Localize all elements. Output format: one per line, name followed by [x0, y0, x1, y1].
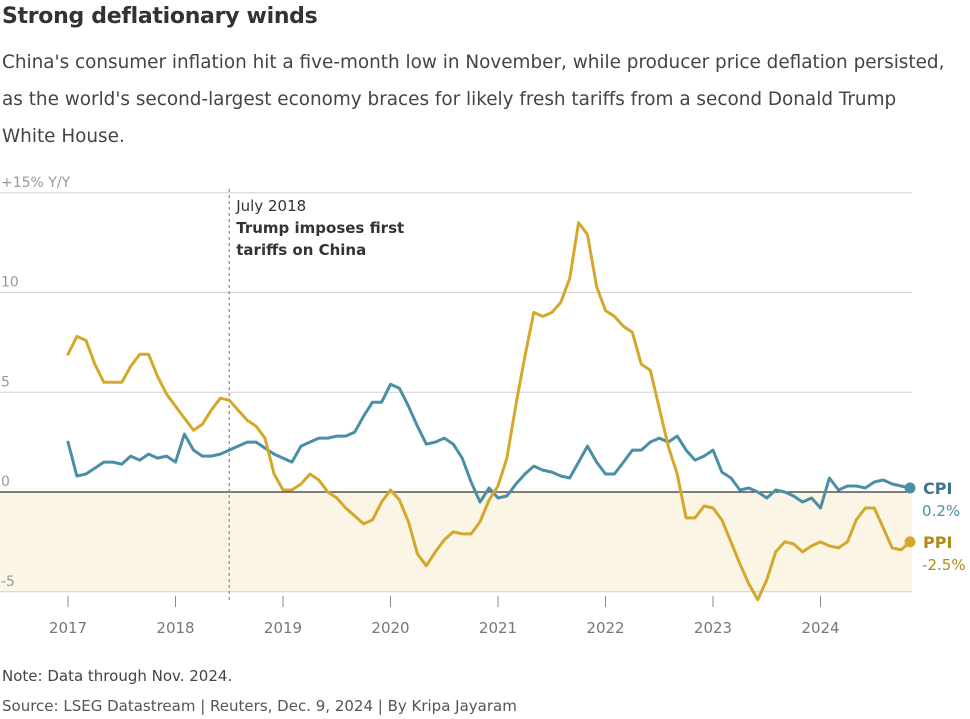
chart-subtitle: China's consumer inflation hit a five-mo…	[2, 52, 945, 147]
x-tick-label: 2024	[801, 619, 839, 637]
x-tick-label: 2018	[156, 619, 194, 637]
y-tick-label: 10	[1, 275, 19, 291]
annotation-line-1: Trump imposes first	[236, 219, 404, 237]
series-value-label-ppi: -2.5%	[922, 556, 966, 574]
series-end-labels: CPI 0.2% PPI -2.5%	[904, 479, 966, 574]
series-line-cpi	[66, 382, 912, 510]
x-axis-ticks: 2017 2018 2019 2020 2021 2022 2023 2024	[49, 596, 840, 637]
x-tick-label: 2019	[264, 619, 302, 637]
y-tick-label: +15% Y/Y	[1, 175, 71, 191]
negative-band-layer	[0, 492, 912, 592]
annotation-date: July 2018	[235, 197, 306, 215]
x-tick-label: 2023	[694, 619, 732, 637]
chart-note: Note: Data through Nov. 2024.	[2, 667, 233, 685]
y-tick-label: -5	[1, 574, 15, 590]
x-tick-label: 2017	[49, 619, 87, 637]
series-name-label-ppi: PPI	[923, 533, 952, 552]
y-tick-label: 0	[1, 474, 10, 490]
y-axis-ticks: +15% Y/Y 10 5 0 -5	[1, 175, 71, 590]
y-tick-label: 5	[1, 374, 10, 390]
annotation-line-2: tariffs on China	[236, 241, 366, 259]
series-end-marker-cpi	[904, 482, 916, 494]
x-tick-label: 2021	[479, 619, 517, 637]
chart-source: Source: LSEG Datastream | Reuters, Dec. …	[2, 697, 517, 715]
x-tick-label: 2022	[586, 619, 624, 637]
tariff-annotation: July 2018 Trump imposes first tariffs on C…	[228, 189, 404, 600]
chart-title: Strong deflationary winds	[2, 4, 318, 29]
series-lines	[66, 221, 912, 602]
series-value-label-cpi: 0.2%	[922, 502, 960, 520]
series-end-marker-ppi	[904, 536, 916, 548]
negative-region-band	[0, 492, 912, 592]
x-tick-label: 2020	[371, 619, 409, 637]
series-name-label-cpi: CPI	[923, 479, 952, 498]
series-line-ppi	[66, 221, 912, 602]
